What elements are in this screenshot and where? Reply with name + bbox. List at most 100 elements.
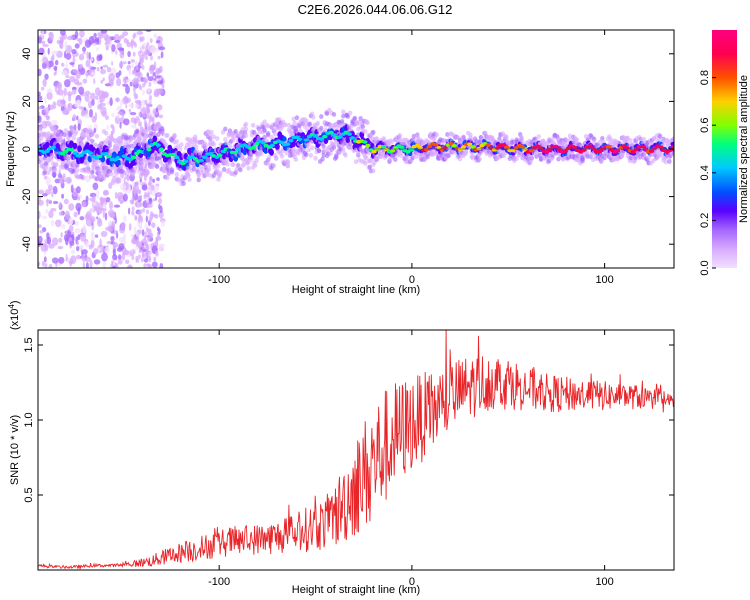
spectrogram-cell [165, 133, 170, 138]
spectrogram-cell [123, 177, 126, 183]
spectrogram-cell [136, 115, 139, 121]
spectrogram-cell [75, 71, 81, 79]
spectrogram-cell [116, 78, 122, 87]
spectrogram-cell [38, 224, 42, 229]
spectrogram-cell [269, 149, 274, 156]
spectrogram-cell [64, 210, 70, 220]
spectrogram-cell [46, 236, 52, 245]
spectrogram-cell [115, 263, 119, 268]
spectrogram-cell [272, 131, 278, 137]
spectrogram-cell [84, 256, 91, 263]
spectrogram-cell [90, 92, 96, 101]
spectrogram-cell [348, 110, 353, 116]
spectrogram-cell [223, 126, 228, 132]
spectrogram-cell [136, 237, 140, 242]
spectrogram-cell [70, 184, 74, 193]
spectrogram-cell [306, 147, 311, 153]
spectrogram-cell [146, 72, 150, 78]
spectrogram-cell [306, 141, 311, 147]
spectrogram-cell [309, 145, 315, 151]
spectrogram-cell [145, 78, 149, 84]
y-tick-label: 40 [21, 48, 33, 60]
spectrogram-cell [115, 97, 120, 103]
spectrogram-cell [139, 45, 143, 51]
spectrogram-cell [145, 209, 149, 215]
spectrogram-cell [161, 84, 165, 89]
spectrogram-cell [110, 81, 114, 86]
spectrogram-cell [128, 103, 134, 108]
spectrogram-cell [291, 116, 296, 122]
spectrogram-cell [89, 192, 97, 198]
spectrogram-cell [128, 223, 132, 231]
spectrogram-cell [132, 51, 136, 57]
spectrogram-ridge-cell [408, 148, 414, 152]
spectrogram-cell [218, 170, 223, 176]
spectrogram-cell [125, 104, 128, 109]
spectrogram-cell [63, 87, 67, 97]
spectrogram-ridge-cell [192, 156, 198, 161]
spectrogram-ridge-cell [365, 143, 371, 148]
spectrogram-cell [206, 162, 212, 168]
spectrogram-cell [57, 173, 63, 179]
spectrogram-ridge-cell [146, 147, 152, 152]
spectrogram-cell [75, 168, 80, 173]
spectrogram-cell [293, 157, 299, 162]
spectrogram-cell [123, 233, 126, 241]
spectrogram-cell [41, 62, 47, 69]
spectrogram-cell [169, 169, 175, 175]
spectrogram-cell [42, 43, 49, 48]
spectrogram-cell [100, 68, 106, 75]
spectrogram-cell [536, 134, 541, 140]
snr-y-multiplier: (x104) [7, 300, 21, 330]
spectrogram-cell [389, 139, 394, 145]
spectrogram-cell [106, 125, 110, 130]
spectrogram-cell [86, 169, 92, 175]
spectrogram-cell [42, 56, 48, 64]
spectrogram-cell [84, 213, 91, 221]
spectrogram-cell [328, 151, 333, 156]
spectrogram-cell [167, 158, 172, 164]
spectrogram-cell [146, 203, 150, 209]
spectrogram-cell [131, 38, 134, 44]
spectrogram-cell [143, 51, 147, 57]
spectrogram-cell [141, 252, 145, 258]
spectrogram-cell [90, 71, 96, 76]
spectrogram-ridge-cell [562, 149, 568, 153]
spectrogram-cell [110, 236, 115, 242]
spectrogram-cell [52, 200, 59, 205]
spectrogram-ridge-cell [639, 144, 646, 149]
spectrogram-cell [142, 42, 146, 48]
spectrogram-cell [139, 202, 143, 208]
snr-x-axis-label: Height of straight line (km) [292, 584, 420, 596]
spectrogram-ridge-cell [158, 147, 164, 152]
spectrogram-cell [79, 167, 85, 173]
spectrogram-cell [339, 119, 345, 124]
spectrogram-cell [52, 186, 58, 195]
spectrogram-cell [161, 220, 165, 227]
spectrogram-cell [144, 99, 148, 105]
spectrogram-cell [60, 105, 65, 112]
spectrogram-cell [91, 99, 95, 106]
colorbar: 0.0 0.2 0.4 0.6 0.8 Normalized spectral ampl… [699, 30, 750, 276]
spectrogram-cell [133, 191, 137, 196]
spectrogram-cell [139, 166, 145, 171]
spectrogram-cell [296, 150, 301, 156]
spectrogram-cell [158, 114, 164, 119]
spectrogram-cell [148, 181, 152, 187]
spectrogram-ridge-cell [590, 146, 596, 151]
spectrogram-cell [353, 159, 359, 165]
spectrogram-ridge-cell [427, 144, 433, 149]
snr-y-axis: 0.5 1.0 1.5 [23, 337, 674, 503]
spectrogram-cell [128, 265, 132, 268]
spectrogram-ridge-cell [174, 155, 180, 160]
spectrogram-cell [38, 91, 41, 97]
spectrogram-cell [271, 163, 277, 169]
spectrogram-cell [137, 141, 142, 147]
spectrogram-cell [208, 136, 213, 142]
spectrogram-cell [538, 156, 544, 161]
spectrogram-cell [348, 141, 353, 147]
spectrogram-cell [61, 98, 65, 107]
spectrogram-y-axis-label: Frequency (Hz) [5, 111, 17, 187]
spectrogram-ridge-cell [112, 158, 118, 162]
spectrogram-cell [103, 92, 109, 98]
